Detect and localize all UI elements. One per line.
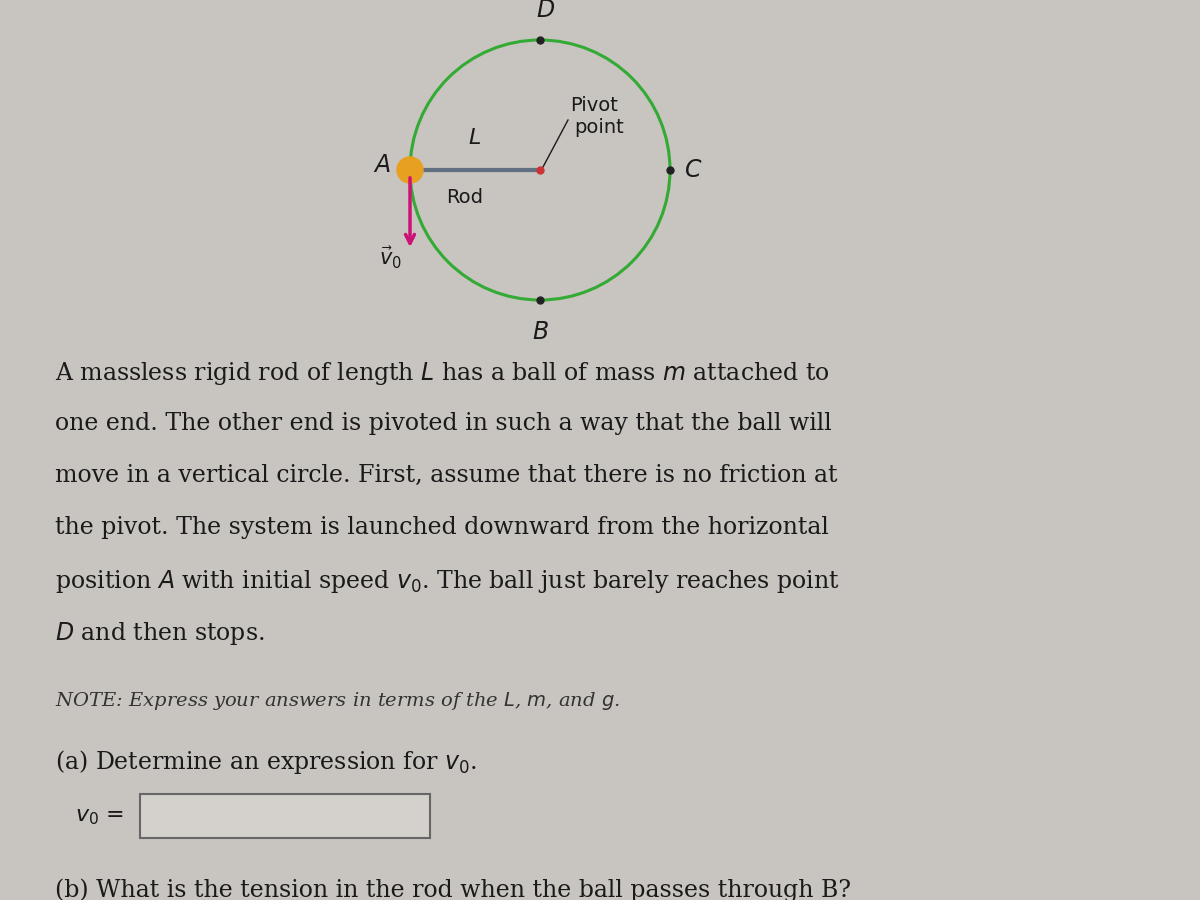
Text: A massless rigid rod of length $L$ has a ball of mass $m$ attached to: A massless rigid rod of length $L$ has a… <box>55 360 829 387</box>
Text: Rod: Rod <box>446 188 484 207</box>
Text: $v_0$ =: $v_0$ = <box>74 805 124 827</box>
Text: $D$ and then stops.: $D$ and then stops. <box>55 620 264 647</box>
Text: one end. The other end is pivoted in such a way that the ball will: one end. The other end is pivoted in suc… <box>55 412 832 435</box>
Text: C: C <box>685 158 702 182</box>
Text: (a) Determine an expression for $v_0$.: (a) Determine an expression for $v_0$. <box>55 748 476 776</box>
Text: D: D <box>536 0 554 22</box>
Text: B: B <box>532 320 548 344</box>
Text: (b) What is the tension in the rod when the ball passes through B?: (b) What is the tension in the rod when … <box>55 878 851 900</box>
FancyBboxPatch shape <box>140 794 430 838</box>
Text: position $A$ with initial speed $v_0$. The ball just barely reaches point: position $A$ with initial speed $v_0$. T… <box>55 568 840 595</box>
Text: move in a vertical circle. First, assume that there is no friction at: move in a vertical circle. First, assume… <box>55 464 838 487</box>
Text: L: L <box>469 128 481 148</box>
Text: the pivot. The system is launched downward from the horizontal: the pivot. The system is launched downwa… <box>55 516 829 539</box>
Text: Pivot: Pivot <box>570 96 618 115</box>
Circle shape <box>397 157 424 183</box>
Text: NOTE: Express your answers in terms of the $L$, $m$, and $g$.: NOTE: Express your answers in terms of t… <box>55 690 620 712</box>
Text: point: point <box>574 118 624 137</box>
Text: A: A <box>374 153 390 177</box>
Text: $\vec{v}_0$: $\vec{v}_0$ <box>379 245 402 272</box>
